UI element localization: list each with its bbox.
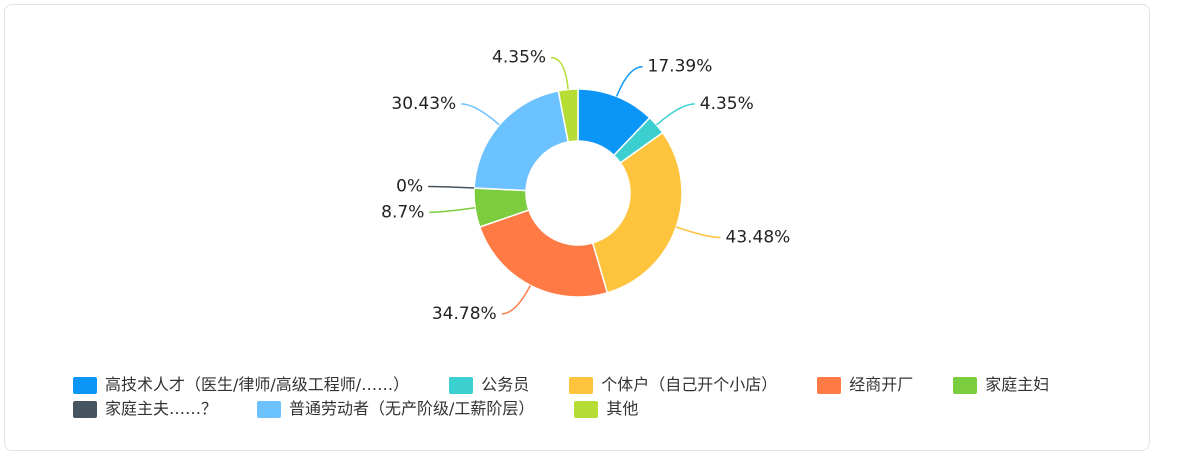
legend-row-1: 高技术人才（医生/律师/高级工程师/……） 公务员 个体户（自己开个小店） 经商… <box>73 373 1133 397</box>
legend-item[interactable]: 高技术人才（医生/律师/高级工程师/……） <box>73 375 409 395</box>
legend-swatch <box>257 400 282 418</box>
legend-row-2: 家庭主夫……？ 普通劳动者（无产阶级/工薪阶层） 其他 <box>73 397 1133 421</box>
legend-swatch <box>73 400 97 418</box>
legend-label: 家庭主妇 <box>985 375 1050 394</box>
legend-swatch <box>953 376 978 394</box>
legend-item[interactable]: 普通劳动者（无产阶级/工薪阶层） <box>257 399 534 419</box>
data-label: 30.43% <box>391 94 456 114</box>
legend-item[interactable]: 个体户（自己开个小店） <box>569 375 777 395</box>
legend-swatch <box>574 400 599 418</box>
leader-line <box>656 103 695 126</box>
leader-line <box>429 207 476 214</box>
legend-swatch <box>569 376 594 394</box>
legend-label: 普通劳动者（无产阶级/工薪阶层） <box>289 399 535 418</box>
legend-label: 其他 <box>606 399 639 418</box>
legend-label: 公务员 <box>481 375 530 394</box>
leader-line <box>676 226 721 239</box>
legend-label: 家庭主夫……？ <box>105 399 218 418</box>
data-label: 8.7% <box>381 202 424 222</box>
legend-item[interactable]: 家庭主妇 <box>953 375 1049 395</box>
data-label: 34.78% <box>432 304 497 324</box>
pie-slice[interactable] <box>591 131 683 294</box>
data-label: 0% <box>396 177 423 197</box>
legend-item[interactable]: 公务员 <box>449 375 529 395</box>
data-label: 43.48% <box>726 227 791 247</box>
legend-swatch <box>73 376 97 394</box>
pie-slice[interactable] <box>473 90 570 192</box>
slices-group <box>473 88 683 298</box>
leader-line <box>501 285 532 315</box>
legend-item[interactable]: 经商开厂 <box>817 375 913 395</box>
data-label: 4.35% <box>492 48 546 68</box>
legend-swatch <box>817 376 842 394</box>
data-label: 17.39% <box>648 57 713 77</box>
leader-line <box>550 56 569 90</box>
leader-line <box>461 103 500 126</box>
legend: 高技术人才（医生/律师/高级工程师/……） 公务员 个体户（自己开个小店） 经商… <box>73 373 1133 421</box>
labels-group: 17.39% 4.35% 43.48% 34.78% 8.7% 0% 30.43% 4.35% <box>381 48 790 324</box>
chart-card: 17.39% 4.35% 43.48% 34.78% 8.7% 0% 30.43% 4.35%… <box>4 4 1150 451</box>
data-label: 4.35% <box>700 94 754 114</box>
pie-slice[interactable] <box>557 88 579 143</box>
legend-item[interactable]: 家庭主夫……？ <box>73 399 217 419</box>
leader-line <box>428 185 475 189</box>
leader-lines-group <box>428 56 721 315</box>
legend-swatch <box>449 376 474 394</box>
legend-item[interactable]: 其他 <box>574 399 638 419</box>
pie-slice[interactable] <box>478 209 609 298</box>
legend-label: 高技术人才（医生/律师/高级工程师/……） <box>105 375 410 394</box>
legend-label: 经商开厂 <box>849 375 914 394</box>
leader-line <box>615 65 643 97</box>
legend-label: 个体户（自己开个小店） <box>601 375 778 394</box>
donut-chart: 17.39% 4.35% 43.48% 34.78% 8.7% 0% 30.43% 4.35% <box>381 48 790 324</box>
